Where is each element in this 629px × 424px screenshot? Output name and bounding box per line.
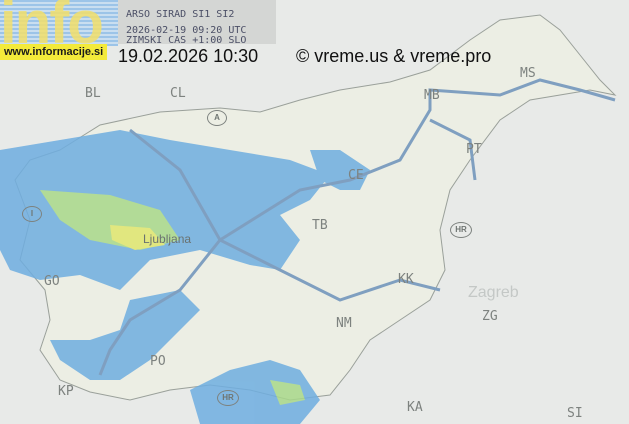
radar-echo-southeast: [190, 360, 320, 424]
city-code-tb: TB: [312, 218, 328, 233]
radar-echo-south-green: [270, 380, 305, 405]
radar-echo-west: [0, 130, 330, 290]
country-badge-croatia-south: HR: [217, 390, 239, 406]
radar-echoes: [0, 130, 370, 424]
radar-timezone: ZIMSKI CAS +1:00 SLO: [126, 35, 247, 46]
city-code-pt: PT: [466, 142, 482, 157]
country-badge-italy: I: [22, 206, 42, 222]
city-code-go: GO: [44, 274, 60, 289]
highway-a1-south: [98, 239, 222, 376]
radar-echo-north: [310, 150, 370, 190]
radar-echo-yellow: [110, 225, 165, 250]
highway-pt: [429, 118, 477, 181]
radar-echo-south: [50, 290, 200, 380]
city-code-kk: KK: [398, 272, 414, 287]
website-link[interactable]: www.informacije.si: [0, 44, 108, 60]
city-name-zagreb: Zagreb: [468, 284, 519, 301]
city-code-kp: KP: [58, 384, 74, 399]
radar-info-box: [118, 0, 276, 44]
city-code-nm: NM: [336, 316, 352, 331]
local-timestamp: 19.02.2026 10:30: [118, 46, 259, 66]
radar-source: ARSO SIRAD SI1 SI2: [126, 9, 235, 20]
city-code-zg: ZG: [482, 309, 498, 324]
city-code-cl: CL: [170, 86, 186, 101]
city-code-bl: BL: [85, 86, 101, 101]
city-code-ce: CE: [348, 168, 364, 183]
highway-a1-north: [219, 78, 616, 242]
highways: [98, 78, 616, 376]
city-code-si: SI: [567, 406, 583, 421]
city-name-ljubljana: Ljubljana: [143, 232, 192, 246]
country-badge-croatia-east: HR: [450, 222, 472, 238]
city-code-ka: KA: [407, 400, 423, 415]
info-logo: info: [0, 0, 118, 46]
country-badge-austria: A: [207, 110, 227, 126]
radar-time-utc: 2026-02-19 09:20 UTC: [126, 25, 247, 36]
copyright: © vreme.us & vreme.pro: [296, 46, 492, 66]
logo-text: info: [0, 0, 104, 46]
city-code-mb: MB: [424, 88, 440, 103]
city-code-ms: MS: [520, 66, 536, 81]
city-code-po: PO: [150, 354, 166, 369]
highway-a1: [129, 128, 441, 302]
